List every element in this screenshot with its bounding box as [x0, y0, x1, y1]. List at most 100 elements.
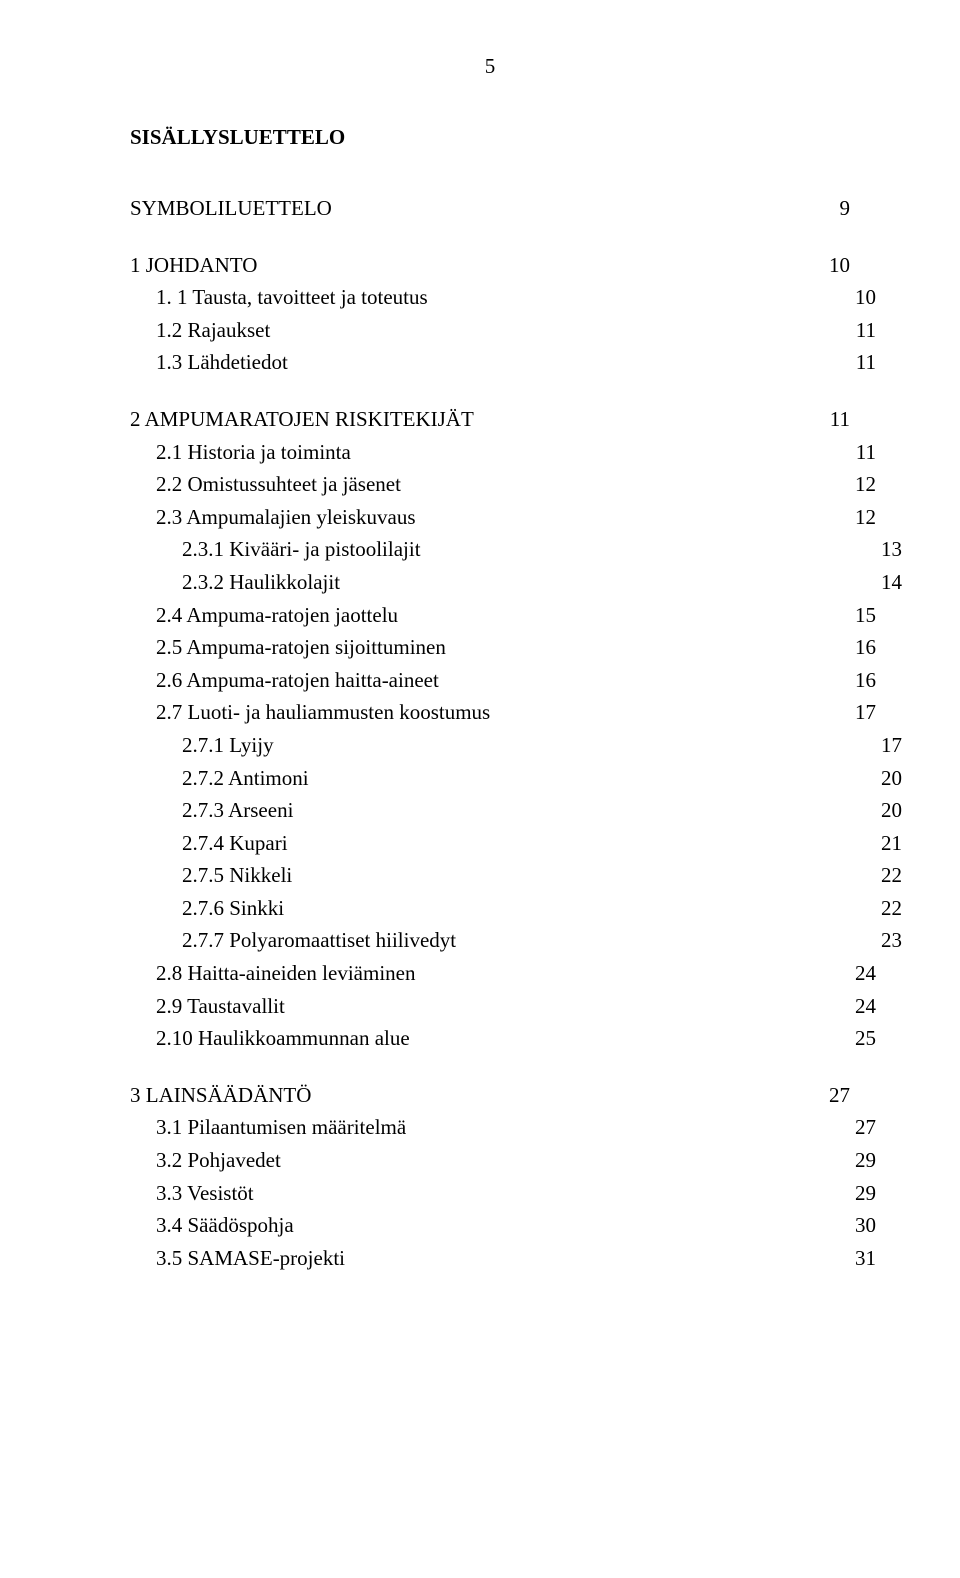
toc-entry-label: 2.3 Ampumalajien yleiskuvaus	[156, 505, 416, 530]
toc-entry: 1. 1 Tausta, tavoitteet ja toteutus 10	[130, 285, 876, 310]
toc-entry-label: 1.2 Rajaukset	[156, 318, 270, 343]
toc-entry: 3.2 Pohjavedet 29	[130, 1148, 876, 1173]
toc-entry: 1.3 Lähdetiedot 11	[130, 350, 876, 375]
toc-entry-page: 29	[855, 1181, 876, 1206]
toc-entry: 2.10 Haulikkoammunnan alue 25	[130, 1026, 876, 1051]
toc-entry-label: 2.2 Omistussuhteet ja jäsenet	[156, 472, 401, 497]
toc-entry-page: 30	[855, 1213, 876, 1238]
toc-entry-page: 27	[829, 1083, 850, 1108]
toc-entry-label: 2.3.1 Kivääri- ja pistoolilajit	[182, 537, 421, 562]
toc-entry-page: 20	[881, 798, 902, 823]
toc-entry-page: 24	[855, 961, 876, 986]
toc-entry-label: 2.7.3 Arseeni	[182, 798, 293, 823]
toc-entry-label: 3.5 SAMASE-projekti	[156, 1246, 345, 1271]
toc-gap	[130, 229, 850, 253]
toc-entry-label: 3.3 Vesistöt	[156, 1181, 254, 1206]
toc-entry: 2.9 Taustavallit 24	[130, 994, 876, 1019]
toc-entry-page: 14	[881, 570, 902, 595]
toc-entry-page: 17	[881, 733, 902, 758]
toc-entry-page: 9	[840, 196, 851, 221]
toc-entry-label: 2.7.2 Antimoni	[182, 766, 309, 791]
toc-entry: 2.4 Ampuma-ratojen jaottelu 15	[130, 603, 876, 628]
toc-entry-label: 2.6 Ampuma-ratojen haitta-aineet	[156, 668, 439, 693]
toc-entry-page: 11	[856, 440, 876, 465]
toc-entry: 3.3 Vesistöt 29	[130, 1181, 876, 1206]
toc-entry-page: 11	[856, 318, 876, 343]
toc-entry-page: 22	[881, 896, 902, 921]
toc-container: SYMBOLILUETTELO 9 1 JOHDANTO 10 1. 1 Tausta,…	[130, 196, 850, 1271]
toc-entry-label: 2.7.5 Nikkeli	[182, 863, 292, 888]
toc-entry: 2.7.3 Arseeni 20	[130, 798, 902, 823]
toc-entry: 2.6 Ampuma-ratojen haitta-aineet 16	[130, 668, 876, 693]
toc-gap	[130, 383, 850, 407]
toc-entry-label: 1.3 Lähdetiedot	[156, 350, 288, 375]
toc-entry-label: 1. 1 Tausta, tavoitteet ja toteutus	[156, 285, 428, 310]
toc-entry-label: SYMBOLILUETTELO	[130, 196, 332, 221]
toc-entry: 2.7.2 Antimoni 20	[130, 766, 902, 791]
toc-entry: 2.7 Luoti- ja hauliammusten koostumus 17	[130, 700, 876, 725]
toc-entry-page: 16	[855, 635, 876, 660]
toc-gap	[130, 1059, 850, 1083]
toc-entry: 1.2 Rajaukset 11	[130, 318, 876, 343]
toc-entry: 3 LAINSÄÄDÄNTÖ 27	[130, 1083, 850, 1108]
toc-entry-page: 23	[881, 928, 902, 953]
toc-entry-page: 21	[881, 831, 902, 856]
toc-entry-page: 11	[856, 350, 876, 375]
toc-entry-label: 2.7.6 Sinkki	[182, 896, 284, 921]
toc-entry: 2.7.5 Nikkeli 22	[130, 863, 902, 888]
toc-entry: 2.7.6 Sinkki 22	[130, 896, 902, 921]
toc-entry-label: 3.1 Pilaantumisen määritelmä	[156, 1115, 406, 1140]
document-page: 5 SISÄLLYSLUETTELO SYMBOLILUETTELO 9 1 JOH…	[0, 0, 960, 1578]
toc-entry-page: 15	[855, 603, 876, 628]
toc-entry-label: 1 JOHDANTO	[130, 253, 257, 278]
toc-entry-page: 24	[855, 994, 876, 1019]
toc-entry: 2.3.2 Haulikkolajit 14	[130, 570, 902, 595]
toc-entry: 2.7.7 Polyaromaattiset hiilivedyt 23	[130, 928, 902, 953]
toc-entry-label: 2.10 Haulikkoammunnan alue	[156, 1026, 410, 1051]
toc-entry-page: 10	[829, 253, 850, 278]
toc-entry-label: 3.2 Pohjavedet	[156, 1148, 281, 1173]
toc-entry-page: 22	[881, 863, 902, 888]
toc-entry: 2.3.1 Kivääri- ja pistoolilajit 13	[130, 537, 902, 562]
toc-entry: 2.2 Omistussuhteet ja jäsenet 12	[130, 472, 876, 497]
toc-entry-label: 3 LAINSÄÄDÄNTÖ	[130, 1083, 311, 1108]
toc-entry-label: 2 AMPUMARATOJEN RISKITEKIJÄT	[130, 407, 474, 432]
toc-entry: 2 AMPUMARATOJEN RISKITEKIJÄT 11	[130, 407, 850, 432]
toc-entry-page: 20	[881, 766, 902, 791]
toc-entry: 3.4 Säädöspohja 30	[130, 1213, 876, 1238]
toc-entry: 2.3 Ampumalajien yleiskuvaus 12	[130, 505, 876, 530]
toc-entry: 3.1 Pilaantumisen määritelmä 27	[130, 1115, 876, 1140]
toc-entry-page: 25	[855, 1026, 876, 1051]
toc-entry-label: 2.5 Ampuma-ratojen sijoittuminen	[156, 635, 446, 660]
toc-entry: 3.5 SAMASE-projekti 31	[130, 1246, 876, 1271]
toc-entry: 2.7.4 Kupari 21	[130, 831, 902, 856]
toc-entry-page: 31	[855, 1246, 876, 1271]
toc-entry-page: 12	[855, 505, 876, 530]
toc-title: SISÄLLYSLUETTELO	[130, 125, 850, 150]
toc-entry-page: 13	[881, 537, 902, 562]
toc-entry: 1 JOHDANTO 10	[130, 253, 850, 278]
toc-entry: 2.8 Haitta-aineiden leviäminen 24	[130, 961, 876, 986]
toc-entry: 2.1 Historia ja toiminta 11	[130, 440, 876, 465]
toc-entry-page: 10	[855, 285, 876, 310]
toc-entry-page: 16	[855, 668, 876, 693]
toc-entry-label: 2.7 Luoti- ja hauliammusten koostumus	[156, 700, 490, 725]
toc-entry-label: 2.1 Historia ja toiminta	[156, 440, 351, 465]
toc-entry-label: 2.7.1 Lyijy	[182, 733, 274, 758]
toc-entry-page: 17	[855, 700, 876, 725]
toc-entry-label: 2.8 Haitta-aineiden leviäminen	[156, 961, 416, 986]
toc-entry-label: 2.9 Taustavallit	[156, 994, 285, 1019]
toc-entry-label: 3.4 Säädöspohja	[156, 1213, 294, 1238]
toc-entry: SYMBOLILUETTELO 9	[130, 196, 850, 221]
toc-entry: 2.5 Ampuma-ratojen sijoittuminen 16	[130, 635, 876, 660]
toc-entry-page: 29	[855, 1148, 876, 1173]
toc-entry-label: 2.3.2 Haulikkolajit	[182, 570, 340, 595]
toc-entry: 2.7.1 Lyijy 17	[130, 733, 902, 758]
toc-entry-label: 2.7.4 Kupari	[182, 831, 288, 856]
toc-entry-page: 27	[855, 1115, 876, 1140]
page-number: 5	[130, 54, 850, 79]
toc-entry-label: 2.4 Ampuma-ratojen jaottelu	[156, 603, 398, 628]
toc-entry-label: 2.7.7 Polyaromaattiset hiilivedyt	[182, 928, 456, 953]
toc-entry-page: 12	[855, 472, 876, 497]
toc-entry-page: 11	[830, 407, 850, 432]
